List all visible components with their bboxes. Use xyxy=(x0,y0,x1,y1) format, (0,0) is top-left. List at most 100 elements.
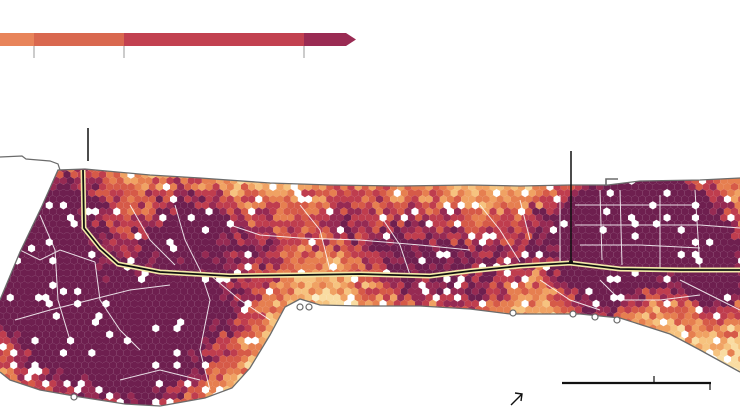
density-hex xyxy=(365,213,373,222)
density-hex xyxy=(368,318,376,327)
density-hex xyxy=(493,324,501,333)
density-hex xyxy=(645,219,653,228)
density-hex xyxy=(280,348,288,357)
density-hex xyxy=(429,201,437,210)
density-hex xyxy=(59,189,67,198)
density-hex xyxy=(234,158,241,166)
density-hex xyxy=(695,367,703,376)
density-hex xyxy=(415,348,423,357)
density-hex xyxy=(599,398,607,406)
density-hex xyxy=(713,275,721,284)
density-hex xyxy=(212,404,220,406)
density-hex xyxy=(170,342,178,351)
density-hex xyxy=(120,219,128,228)
density-hex xyxy=(688,207,696,216)
density-hex xyxy=(67,324,75,333)
density-hex xyxy=(212,293,220,302)
density-hex xyxy=(574,268,582,278)
density-hex xyxy=(564,398,572,406)
density-hex xyxy=(99,330,107,339)
density-hex xyxy=(358,176,366,185)
density-hex xyxy=(322,201,330,210)
density-hex xyxy=(316,410,323,417)
density-hex xyxy=(258,213,266,222)
density-hex xyxy=(510,195,518,204)
density-hex xyxy=(518,232,526,241)
density-hex xyxy=(351,373,359,382)
density-hex xyxy=(347,195,355,204)
density-hex xyxy=(187,324,195,333)
density-hex xyxy=(652,256,660,265)
density-hex xyxy=(663,250,671,259)
density-hex xyxy=(184,232,192,241)
density-hex xyxy=(297,379,305,388)
density-hex xyxy=(6,170,14,179)
density-hex xyxy=(102,238,110,247)
density-hex xyxy=(542,201,550,210)
density-hex xyxy=(74,275,82,284)
density-hex xyxy=(709,404,717,406)
density-hex xyxy=(340,244,348,253)
density-hex xyxy=(24,176,32,185)
density-hex xyxy=(535,385,543,394)
density-hex xyxy=(454,158,461,166)
density-hex xyxy=(493,169,501,173)
density-hex xyxy=(38,189,46,198)
density-hex xyxy=(67,275,75,284)
density-hex xyxy=(532,232,540,241)
density-hex xyxy=(557,169,565,173)
density-hex xyxy=(187,299,195,308)
density-hex xyxy=(294,169,302,173)
density-hex xyxy=(6,207,14,216)
density-hex xyxy=(546,219,554,228)
density-hex xyxy=(109,189,117,198)
density-hex xyxy=(493,373,501,382)
density-hex xyxy=(681,207,689,216)
density-hex xyxy=(265,361,273,370)
density-hex xyxy=(621,152,628,160)
density-hex xyxy=(567,281,575,290)
density-hex xyxy=(177,256,185,265)
density-hex xyxy=(162,207,170,216)
density-hex xyxy=(670,275,678,284)
density-hex xyxy=(344,398,352,406)
density-hex xyxy=(503,342,511,351)
density-hex xyxy=(450,262,458,271)
density-hex xyxy=(589,170,597,179)
density-hex xyxy=(479,152,486,160)
density-hex xyxy=(127,342,135,351)
density-hex xyxy=(500,275,508,284)
density-hex xyxy=(319,195,327,204)
density-hex xyxy=(699,213,707,222)
density-hex xyxy=(223,201,231,210)
density-hex xyxy=(0,355,7,364)
density-hex xyxy=(486,311,494,321)
density-hex xyxy=(344,262,352,271)
minor-road xyxy=(679,279,740,311)
density-hex xyxy=(219,244,227,253)
density-hex xyxy=(88,299,96,308)
density-hex xyxy=(528,189,536,198)
density-hex xyxy=(493,238,501,247)
density-hex xyxy=(532,219,540,228)
density-hex xyxy=(336,176,344,185)
density-hex xyxy=(603,244,611,253)
density-hex xyxy=(471,275,479,284)
density-hex xyxy=(404,379,412,388)
density-hex xyxy=(227,146,234,154)
density-hex xyxy=(613,213,621,222)
density-hex xyxy=(613,238,621,247)
density-hex xyxy=(603,158,610,166)
density-hex xyxy=(124,410,131,417)
density-hex xyxy=(624,219,632,228)
density-hex xyxy=(372,287,380,296)
density-hex xyxy=(262,170,270,179)
density-hex xyxy=(688,355,696,364)
density-hex xyxy=(258,169,266,173)
density-hex xyxy=(475,195,483,204)
density-hex xyxy=(489,256,497,265)
density-hex xyxy=(507,336,515,345)
density-hex xyxy=(688,195,696,204)
density-hex xyxy=(422,324,430,333)
density-hex xyxy=(418,207,426,216)
